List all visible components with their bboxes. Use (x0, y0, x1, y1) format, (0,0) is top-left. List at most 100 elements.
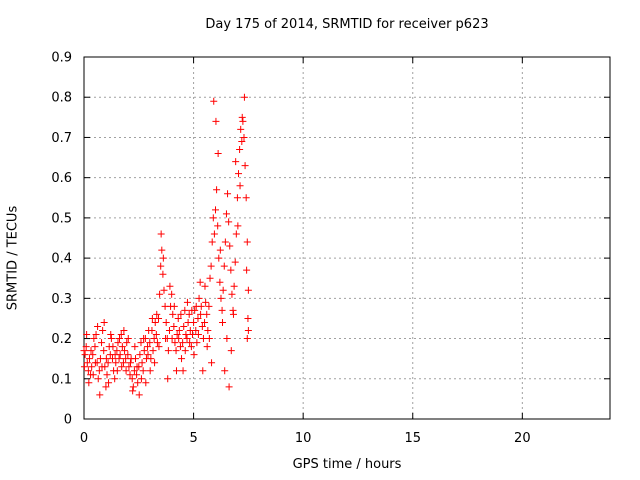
data-point (218, 306, 226, 314)
data-point (100, 318, 108, 326)
data-point (190, 351, 198, 359)
data-point (88, 363, 96, 371)
x-tick-label: 0 (80, 431, 88, 446)
data-point (111, 375, 119, 383)
data-point (244, 327, 252, 335)
data-point (129, 383, 137, 391)
data-point (230, 282, 238, 290)
data-point (148, 314, 156, 322)
data-point (238, 137, 246, 145)
data-point (192, 302, 200, 310)
data-point (217, 294, 225, 302)
data-point (210, 97, 218, 105)
data-point (171, 339, 179, 347)
data-point (133, 371, 141, 379)
data-point (172, 367, 180, 375)
data-point (81, 351, 89, 359)
data-point (91, 343, 99, 351)
data-point (132, 355, 140, 363)
data-point (140, 347, 148, 355)
data-point (98, 339, 106, 347)
data-point (225, 218, 233, 226)
data-point (91, 359, 99, 367)
data-point (215, 254, 223, 262)
x-tick-label: 5 (189, 431, 197, 446)
data-point (109, 343, 117, 351)
data-point (128, 375, 136, 383)
data-point (172, 347, 180, 355)
y-tick-label: 0.2 (51, 332, 72, 347)
data-point (114, 339, 122, 347)
data-point (137, 339, 145, 347)
data-point (166, 282, 174, 290)
data-point (219, 318, 227, 326)
data-point (125, 363, 133, 371)
data-point (186, 339, 194, 347)
data-point (203, 310, 211, 318)
data-point (140, 335, 148, 343)
data-point (244, 286, 252, 294)
data-point (100, 347, 108, 355)
data-point (232, 158, 240, 166)
data-point (85, 355, 93, 363)
data-point (165, 327, 173, 335)
data-point (95, 367, 103, 375)
data-point (123, 339, 131, 347)
data-point (206, 274, 214, 282)
data-point (201, 318, 209, 326)
data-point (116, 335, 124, 343)
y-tick-label: 0.4 (51, 252, 72, 267)
data-point (180, 322, 188, 330)
data-point (216, 246, 224, 254)
data-point (119, 359, 127, 367)
data-point (168, 335, 176, 343)
data-point (96, 391, 104, 399)
data-point (139, 367, 147, 375)
data-point (216, 278, 224, 286)
data-point (188, 331, 196, 339)
data-point (134, 379, 142, 387)
data-point (120, 327, 128, 335)
data-point (96, 355, 104, 363)
data-point (150, 335, 158, 343)
data-point (202, 298, 210, 306)
data-point (238, 113, 246, 121)
data-point (240, 93, 248, 101)
data-point (204, 327, 212, 335)
data-point (224, 190, 232, 198)
data-point (89, 371, 97, 379)
data-point (243, 266, 251, 274)
data-point (185, 310, 193, 318)
data-point (195, 294, 203, 302)
data-point (205, 302, 213, 310)
data-point (118, 363, 126, 371)
data-point (208, 359, 216, 367)
data-point (214, 222, 222, 230)
y-tick-label: 0 (64, 413, 72, 428)
data-point (221, 238, 229, 246)
data-point (243, 335, 251, 343)
y-tick-label: 0.1 (51, 372, 72, 387)
data-point (113, 347, 121, 355)
data-point (107, 331, 115, 339)
data-point (153, 310, 161, 318)
data-point (89, 351, 97, 359)
chart-title: Day 175 of 2014, SRMTID for receiver p62… (205, 17, 489, 32)
data-point (135, 391, 143, 399)
data-point (173, 331, 181, 339)
data-point (170, 302, 178, 310)
data-point (194, 331, 202, 339)
data-point (175, 335, 183, 343)
data-point (179, 367, 187, 375)
data-point (130, 367, 138, 375)
data-point (212, 206, 219, 214)
data-point (188, 306, 196, 314)
data-point (199, 335, 207, 343)
data-point (137, 375, 145, 383)
data-point (147, 355, 155, 363)
data-point (233, 194, 241, 202)
data-point (117, 331, 125, 339)
data-point (121, 347, 129, 355)
data-point (136, 351, 144, 359)
